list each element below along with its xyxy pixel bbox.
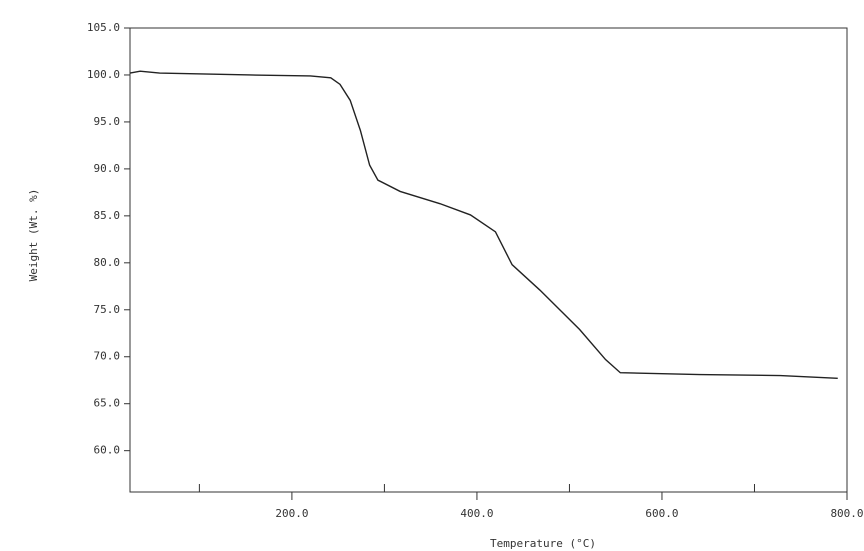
x-axis-label: Temperature (°C)	[490, 537, 596, 550]
x-tick-label: 600.0	[645, 507, 678, 520]
y-tick-label: 85.0	[94, 209, 121, 222]
x-tick-label: 200.0	[275, 507, 308, 520]
y-tick-label: 95.0	[94, 115, 121, 128]
data-line	[129, 70, 838, 380]
y-axis-label: Weight (Wt. %)	[27, 189, 40, 282]
y-tick-label: 70.0	[94, 350, 121, 363]
y-tick-label: 60.0	[94, 444, 121, 457]
y-tick-label: 105.0	[87, 21, 120, 34]
y-tick-label: 65.0	[94, 397, 121, 410]
y-tick-label: 100.0	[87, 68, 120, 81]
y-tick-label: 75.0	[94, 303, 121, 316]
plot-frame	[129, 27, 848, 493]
x-tick-label: 800.0	[830, 507, 863, 520]
y-tick-label: 90.0	[94, 162, 121, 175]
x-tick-label: 400.0	[460, 507, 493, 520]
y-tick-label: 80.0	[94, 256, 121, 269]
